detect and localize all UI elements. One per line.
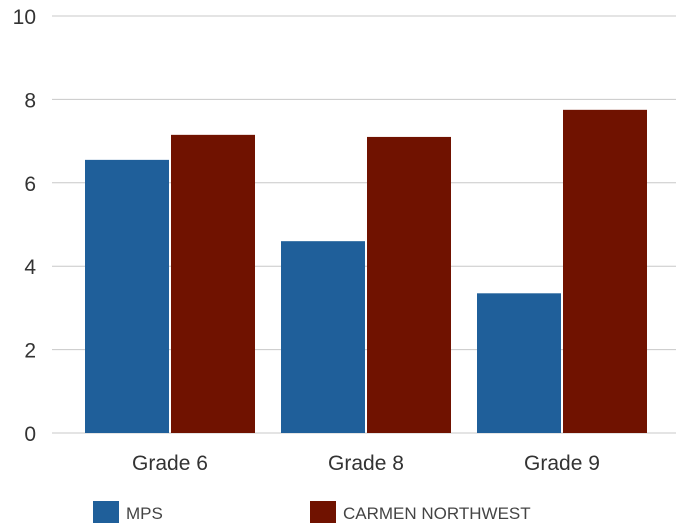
y-tick-label: 10 — [13, 6, 36, 29]
bar-carmen-northwest-grade-8 — [367, 136, 451, 433]
bar-carmen-northwest-grade-6 — [171, 134, 255, 433]
bar-carmen-northwest-grade-9 — [563, 109, 647, 433]
legend-label: CARMEN NORTHWEST — [343, 504, 531, 523]
legend-swatch — [93, 501, 119, 523]
x-category-label: Grade 6 — [132, 452, 208, 475]
bars — [85, 109, 647, 434]
bar-mps-grade-8 — [281, 241, 365, 433]
y-tick-label: 0 — [24, 423, 36, 446]
y-tick-label: 8 — [24, 89, 36, 112]
bar-mps-grade-6 — [85, 159, 169, 434]
legend: MPS CARMEN NORTHWEST — [93, 501, 531, 523]
x-category-label: Grade 8 — [328, 452, 404, 475]
bar-mps-grade-9 — [477, 293, 561, 433]
x-axis-categories: Grade 6 Grade 8 Grade 9 — [132, 452, 600, 475]
y-tick-label: 6 — [24, 173, 36, 196]
y-axis-ticks: 0 2 4 6 8 10 — [13, 6, 37, 446]
legend-swatch — [310, 501, 336, 523]
legend-label: MPS — [126, 504, 163, 523]
y-tick-label: 4 — [24, 256, 36, 279]
x-category-label: Grade 9 — [524, 452, 600, 475]
y-tick-label: 2 — [24, 340, 36, 363]
